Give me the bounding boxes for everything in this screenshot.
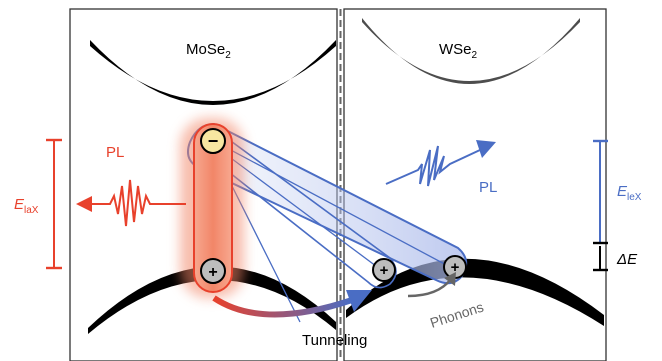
delta-e-label: ΔE — [616, 251, 638, 268]
wse2-label: WSe2 — [439, 41, 478, 61]
red-photon-arrowhead — [76, 196, 92, 212]
delta-e-bracket — [593, 246, 608, 272]
phonons-label: Phonons — [428, 299, 486, 331]
e-lax-label: ElaX — [14, 196, 39, 216]
mose2-valence-band — [88, 266, 336, 334]
hole-wse2-upper-sign: + — [451, 259, 460, 276]
hole-mose2 — [200, 258, 226, 284]
electron-particle — [200, 128, 226, 154]
hole-wse2-lower — [372, 258, 396, 282]
phonon-arrow — [407, 278, 452, 298]
tunneling-arrow — [212, 295, 353, 318]
pl-right-label: PL — [479, 179, 497, 196]
tunneling-label: Tunneling — [302, 332, 367, 349]
mose2-label: MoSe2 — [186, 41, 231, 61]
pl-left-label: PL — [106, 144, 124, 161]
coupling-line-1 — [211, 139, 453, 269]
hole-mose2-sign: + — [208, 264, 217, 281]
mose2-conduction-band — [90, 40, 336, 105]
interlayer-energy-bracket — [593, 139, 608, 245]
intralayer-exciton-capsule — [193, 123, 233, 293]
blue-photon-arrowhead — [476, 140, 496, 158]
tunneling-arrowhead — [346, 290, 372, 312]
wse2-conduction-band — [362, 18, 580, 84]
phonon-arrowhead — [444, 272, 456, 286]
e-lex-label: EleX — [617, 183, 642, 203]
left-panel-frame — [69, 8, 338, 361]
blue-photon-wave — [385, 145, 481, 187]
red-photon-wave — [82, 179, 186, 227]
hole-wse2-lower-sign: + — [380, 262, 389, 279]
electron-sign: − — [208, 131, 219, 151]
wse2-valence-band — [346, 258, 604, 326]
intralayer-energy-bracket — [46, 138, 62, 270]
right-panel-frame — [343, 8, 607, 361]
